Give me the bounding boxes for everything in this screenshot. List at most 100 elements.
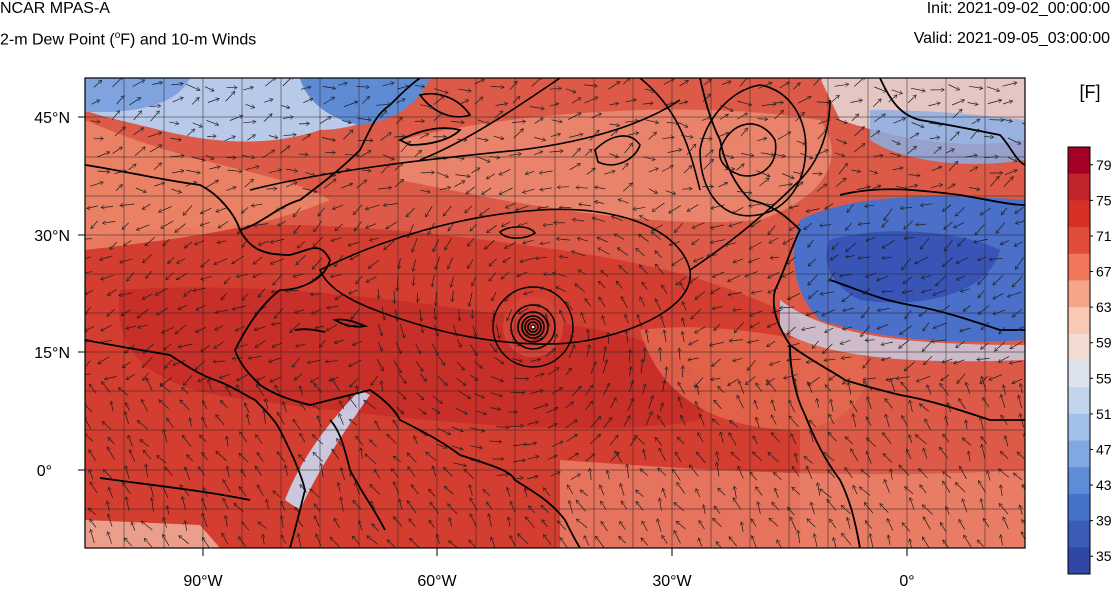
wind-arrow <box>455 407 468 414</box>
wind-arrow <box>969 86 983 88</box>
wind-arrow <box>356 180 367 189</box>
graticule <box>85 78 1025 548</box>
wind-arrow <box>382 154 394 160</box>
wind-arrow <box>337 169 350 175</box>
wind-arrow <box>1007 156 1018 162</box>
wind-arrow <box>549 88 562 89</box>
wind-arrow <box>861 325 871 337</box>
wind-arrow <box>362 96 369 104</box>
wind-arrow <box>560 310 566 323</box>
wind-arrow <box>118 388 129 396</box>
wind-arrow <box>492 291 497 301</box>
wind-arrow <box>104 376 117 380</box>
wind-arrow <box>572 148 580 158</box>
wind-arrow <box>487 224 497 233</box>
wind-arrow <box>229 116 243 121</box>
wind-arrow <box>530 359 541 361</box>
wind-arrow <box>602 316 606 325</box>
wind-arrow <box>681 135 693 137</box>
wind-arrow <box>818 120 830 125</box>
wind-arrow <box>757 138 767 142</box>
wind-arrow <box>998 355 1010 362</box>
wind-arrow <box>237 224 250 234</box>
wind-arrow <box>641 359 643 374</box>
wind-arrow <box>242 293 249 300</box>
wind-arrow <box>350 253 361 259</box>
wind-arrow <box>915 256 929 264</box>
wind-arrow <box>448 257 453 269</box>
wind-arrow <box>736 192 752 194</box>
wind-arrow <box>448 222 455 231</box>
colorbar-swatch <box>1068 387 1090 415</box>
wind-arrow <box>993 274 1004 285</box>
wind-arrow <box>529 106 544 109</box>
wind-arrow <box>989 258 1003 259</box>
wind-arrow <box>942 204 952 212</box>
wind-arrow <box>493 135 504 139</box>
wind-arrow <box>245 103 255 107</box>
wind-arrow <box>947 184 956 190</box>
wind-arrow <box>146 378 153 392</box>
wind-arrow <box>335 293 345 300</box>
wind-arrow <box>739 78 749 87</box>
wind-arrow <box>550 134 561 137</box>
wind-arrow <box>770 360 781 365</box>
wind-arrow <box>829 374 837 381</box>
wind-arrow <box>688 358 699 360</box>
wind-arrow <box>256 384 264 396</box>
subtitle-prefix: 2-m Dew Point ( <box>0 31 115 49</box>
wind-arrow <box>512 96 520 104</box>
wind-arrow <box>523 188 535 193</box>
wind-arrow <box>772 310 782 313</box>
wind-arrow <box>269 357 282 362</box>
wind-arrow <box>904 237 915 238</box>
wind-arrow <box>258 288 266 298</box>
wind-arrow <box>902 291 913 293</box>
wind-arrow <box>349 359 362 366</box>
wind-arrow <box>235 325 245 331</box>
wind-arrow <box>1024 134 1025 136</box>
wind-arrow <box>616 281 623 289</box>
wind-arrow <box>122 361 131 368</box>
wind-arrow <box>366 223 377 228</box>
wind-arrow <box>933 290 946 295</box>
wind-arrow <box>183 375 192 386</box>
wind-arrow <box>623 78 630 85</box>
wind-arrow <box>966 382 971 394</box>
wind-arrow <box>143 343 154 353</box>
wind-arrow <box>576 187 589 188</box>
wind-arrow <box>608 82 620 90</box>
wind-arrow <box>978 290 985 298</box>
wind-arrow <box>232 305 246 310</box>
wind-arrow <box>835 118 847 123</box>
wind-arrow <box>825 327 834 333</box>
colorbar-tick-label: 67 <box>1096 264 1112 280</box>
wind-arrow <box>133 111 142 121</box>
wind-arrow <box>601 270 609 277</box>
wind-arrow <box>103 221 116 223</box>
wind-arrow <box>808 274 818 285</box>
wind-arrow <box>899 339 910 348</box>
wind-arrow <box>213 361 226 362</box>
wind-arrow <box>195 240 205 245</box>
wind-arrow <box>767 340 776 347</box>
wind-arrow <box>149 145 162 153</box>
wind-arrow <box>768 225 776 235</box>
wind-arrow <box>382 83 395 87</box>
wind-arrow <box>559 256 569 258</box>
lon-label-30w: 30°W <box>652 573 692 590</box>
wind-arrow <box>454 181 465 188</box>
wind-arrow <box>759 178 769 187</box>
wind-arrow <box>283 402 287 413</box>
wind-arrow <box>663 380 665 392</box>
wind-arrow <box>380 133 391 141</box>
wind-arrow <box>176 272 188 280</box>
wind-arrow <box>535 257 548 258</box>
wind-arrow <box>142 293 153 299</box>
wind-arrow <box>928 103 941 107</box>
wind-arrow <box>270 238 285 242</box>
wind-arrow <box>85 239 93 240</box>
wind-arrow <box>501 271 510 279</box>
wind-arrow <box>286 290 300 291</box>
wind-arrow <box>331 237 342 241</box>
